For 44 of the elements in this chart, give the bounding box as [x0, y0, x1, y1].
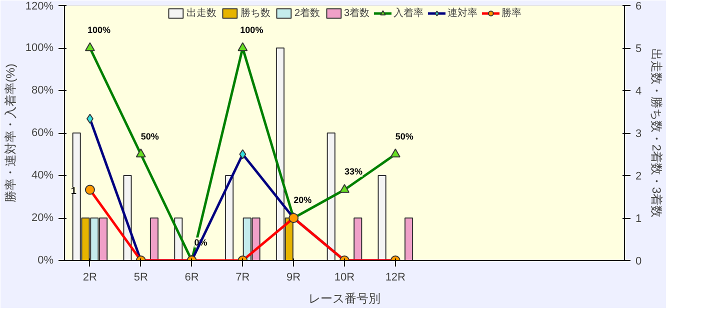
bar [326, 132, 336, 260]
x-axis-title: レース番号別 [308, 292, 380, 306]
data-label: 50% [395, 131, 414, 142]
legend-label: 入着率 [394, 6, 424, 20]
y2-tick-label: 3 [636, 128, 642, 140]
x-tick-label: 9R [286, 272, 301, 284]
legend-label: 3着数 [344, 6, 370, 20]
y-tick-label: 40% [31, 170, 54, 182]
y-tick-label: 60% [31, 127, 54, 139]
legend-label: 連対率 [448, 6, 478, 20]
data-label: 20% [294, 195, 312, 205]
x-tick-label: 7R [236, 272, 250, 284]
y2-axis-title: 出走数・勝ち数・2着数・3着数 [650, 48, 664, 218]
bar [354, 218, 362, 260]
legend-label: 2着数 [294, 6, 320, 20]
y2-tick-label: 6 [636, 0, 642, 12]
y-axis-title: 勝率・連対率・入着率(%) [3, 64, 18, 202]
y-tick-label: 100% [25, 42, 54, 54]
bar [378, 175, 386, 260]
bar [150, 218, 159, 260]
bar [404, 218, 414, 260]
bar [225, 175, 234, 260]
y-tick-label: 120% [25, 0, 54, 12]
x-tick-label: 5R [134, 272, 148, 284]
legend-label: 勝ち数 [240, 6, 270, 20]
y-tick-label: 20% [31, 212, 54, 224]
y2-tick-label: 0 [636, 256, 642, 268]
x-tick-label: 10R [334, 272, 355, 284]
y2-tick-label: 5 [636, 43, 642, 55]
y2-tick-label: 2 [636, 170, 642, 182]
data-label: 100% [240, 25, 264, 35]
y2-tick-label: 1 [636, 213, 642, 225]
x-tick-label: 6R [184, 272, 199, 284]
y-tick-label: 0% [38, 254, 54, 266]
annotation: 1 [70, 186, 77, 197]
legend-label: 出走数 [186, 6, 216, 20]
x-tick-label: 2R [82, 272, 98, 284]
data-label: 50% [140, 131, 159, 142]
x-tick-label: 12R [385, 272, 406, 284]
data-label: 100% [87, 25, 110, 35]
data-label: 33% [344, 166, 363, 177]
y-tick-label: 80% [31, 84, 54, 96]
legend-label: 勝率 [502, 6, 522, 20]
y2-tick-label: 4 [636, 86, 642, 98]
